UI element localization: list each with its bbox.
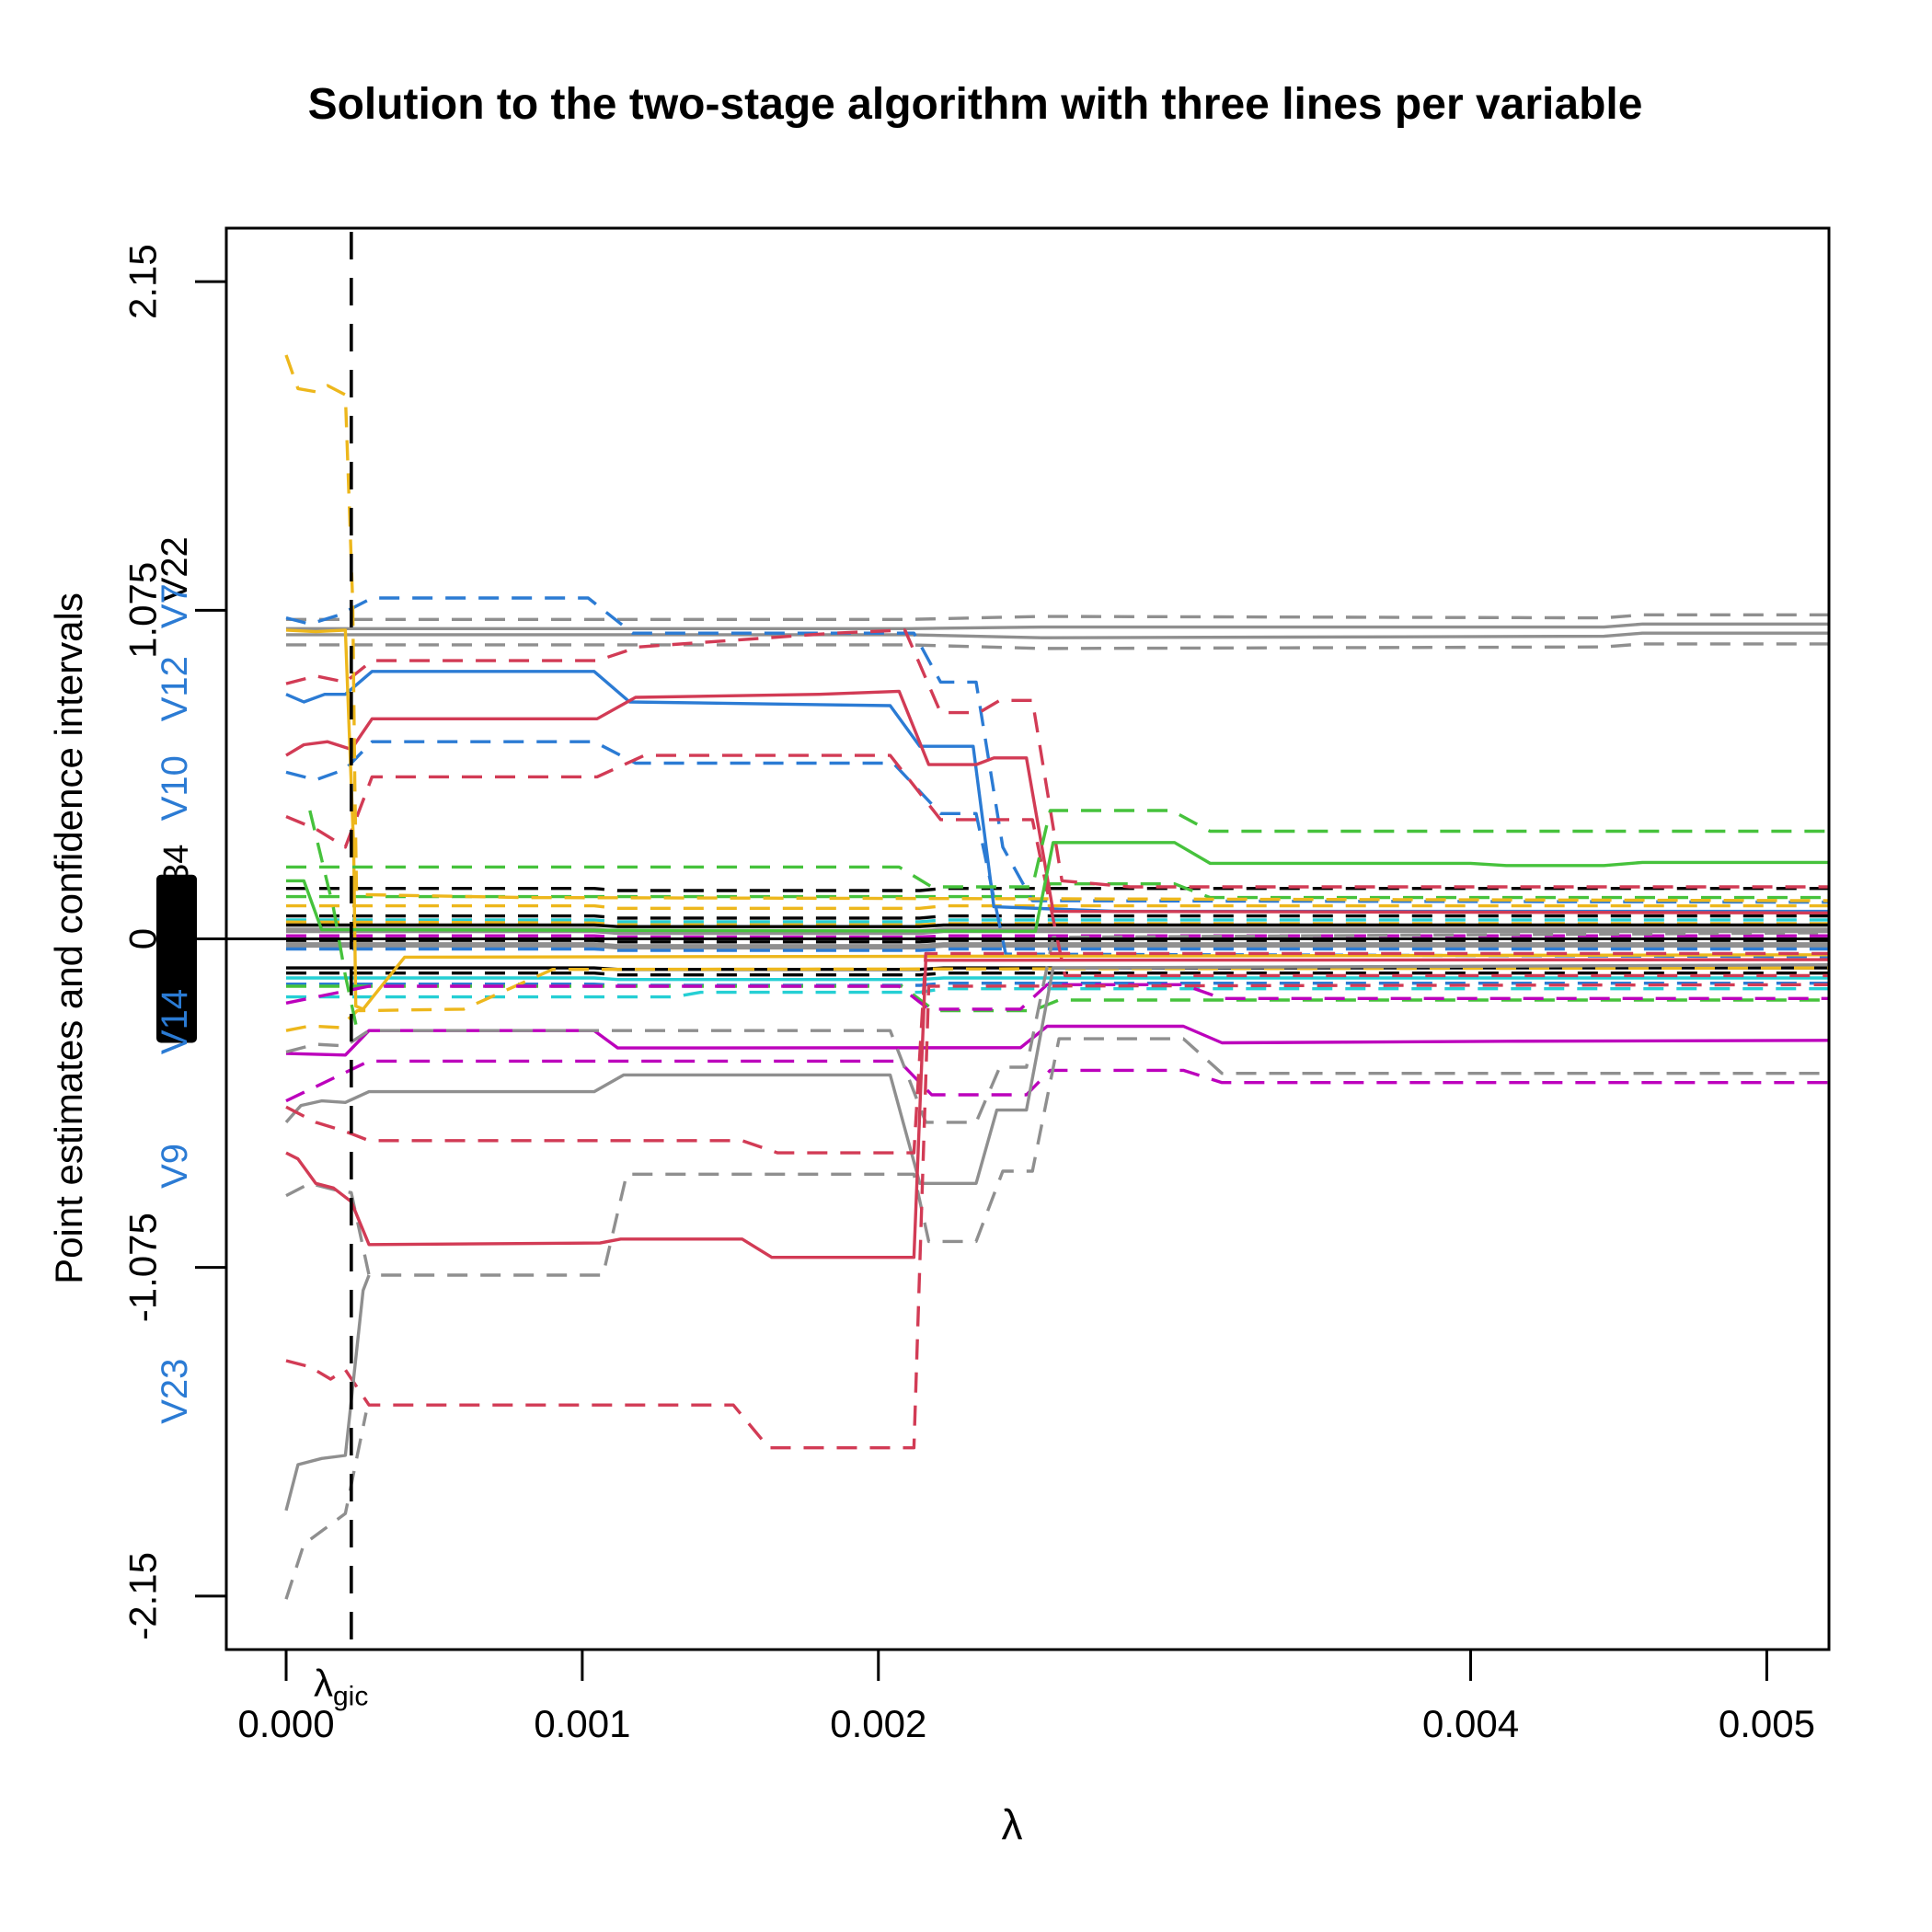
series-band-black-dash-hi — [286, 887, 1829, 892]
series-blue-estimate — [285, 670, 1829, 914]
var-label-V7: V7 — [155, 583, 195, 628]
series-band-black-dash-2 — [286, 914, 1829, 920]
series-gray-pos-b-solid — [286, 631, 1829, 639]
var-label-V9: V9 — [155, 1144, 195, 1189]
series-red-neg-ci-lo — [285, 983, 1830, 1450]
gic-subscript: gic — [333, 1681, 369, 1712]
series-band-black-dash-4 — [286, 971, 1829, 977]
series-blue-ci-lo — [285, 740, 1830, 959]
x-axis-title: λ — [1001, 1800, 1023, 1848]
y-tick-label: -2.15 — [121, 1552, 164, 1640]
series-blue-ci-hi — [285, 596, 1830, 904]
lambda-gic-label: λgic — [314, 1662, 368, 1712]
x-tick-label: 0.001 — [534, 1702, 630, 1745]
series-band-magenta-dash — [286, 934, 1829, 939]
series-red-pos-ci-hi — [285, 628, 1829, 889]
cluster-visible-text: 34 — [157, 845, 196, 883]
series-band-blue-dash — [286, 947, 1829, 952]
series-band-black-dash-3 — [286, 938, 1829, 944]
series-band-cyan-dash-lo — [286, 986, 1829, 999]
overlapping-labels-cluster — [156, 874, 197, 1043]
series-gray-neg-ci-lo — [285, 1037, 1829, 1277]
x-tick-label: 0.000 — [237, 1702, 334, 1745]
y-tick-label: 0 — [121, 928, 165, 949]
series-red-pos-estimate — [285, 689, 1830, 914]
series-gray-neg-estimate — [284, 962, 1830, 1186]
series-band-green-dash — [286, 882, 1829, 900]
series-band-gray-ribbon-lo — [286, 942, 1829, 950]
series-band-black-solid-1 — [286, 923, 1829, 928]
series-red-neg-ci-hi — [285, 951, 1829, 1155]
y-tick-label: 2.15 — [121, 244, 165, 319]
series-band-cyan-solid — [286, 976, 1829, 982]
lambda-glyph: λ — [314, 1662, 333, 1705]
series-gold-estimate — [285, 628, 1830, 1011]
series-band-cyan-dash-hi — [286, 918, 1829, 924]
var-label-V10: V10 — [155, 755, 195, 821]
x-tick-label: 0.002 — [830, 1702, 926, 1745]
y-tick-label: -1.075 — [121, 1213, 164, 1322]
series-magenta-ci-hi — [285, 983, 1829, 1011]
series-gold-ci-hi — [284, 354, 1830, 903]
series-green-estimate — [286, 841, 1829, 933]
series-band-gold-dash-hi — [286, 903, 1829, 910]
var-label-V14: V14 — [155, 989, 195, 1054]
series-gray-pos-a-solid — [286, 622, 1829, 630]
series-green-gic-drop — [308, 810, 359, 1031]
x-tick-label: 0.005 — [1719, 1702, 1815, 1745]
series-magenta-estimate — [285, 1024, 1830, 1057]
series-red-neg-estimate — [285, 958, 1830, 1259]
series-magenta-ci-lo — [285, 1059, 1829, 1103]
series-gold-ci-lo — [285, 966, 1830, 1032]
chart-title: Solution to the two-stage algorithm with… — [307, 80, 1643, 129]
x-tick-label: 0.004 — [1422, 1702, 1519, 1745]
series-gray-pos-ci-lo — [286, 642, 1829, 650]
var-label-V23: V23 — [155, 1359, 195, 1424]
series-gray-deep-solid-tail — [284, 1274, 371, 1512]
y-tick-label: 1.075 — [121, 562, 165, 659]
series-gray-pos-ci-hi — [286, 613, 1829, 621]
series-gray-deep-dash-tail — [284, 1412, 368, 1600]
var-label-V22: V22 — [155, 536, 195, 602]
var-label-V12: V12 — [155, 656, 195, 721]
